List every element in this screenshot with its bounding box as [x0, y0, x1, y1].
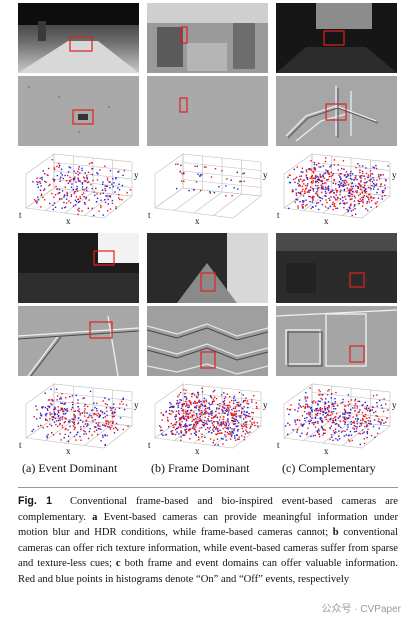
event-plot-b1: t x y [148, 153, 268, 225]
photo-c1 [276, 3, 397, 73]
axis-label-t: t [277, 440, 280, 450]
axis-label-x: x [66, 216, 71, 225]
axis-label-t: t [277, 210, 280, 220]
event-frame-b2 [147, 306, 268, 376]
axis-label-y: y [134, 170, 139, 180]
axis-label-y: y [134, 400, 139, 410]
event-frame-c2 [276, 306, 397, 376]
axis-label-t: t [19, 440, 22, 450]
photo-b2 [147, 233, 268, 303]
event-plot-c1: t x y [277, 153, 397, 225]
axis-label-t: t [19, 210, 22, 220]
event-frame-a1 [18, 76, 139, 146]
event-plot-a1: t x y [19, 153, 139, 225]
photo-a1 [18, 3, 139, 73]
caption-mark-b: b [332, 527, 339, 539]
caption-segment-2: Event-based cameras can provide meaningf… [18, 511, 398, 539]
axis-label-t: t [148, 440, 151, 450]
axis-label-x: x [324, 446, 329, 455]
subcaption-c: (c) Complementary [282, 461, 376, 475]
caption-segment-3: conventional cameras can offer rich text… [18, 527, 398, 570]
axis-label-x: x [195, 446, 200, 455]
event-plot-a2: t x y [19, 383, 139, 455]
axis-label-x: x [324, 216, 329, 225]
axis-label-y: y [263, 170, 268, 180]
event-plot-b2: t x y [148, 383, 268, 455]
photo-b1 [147, 3, 268, 73]
event-frame-c1 [276, 76, 397, 146]
event-frame-b1 [147, 76, 268, 146]
figure-label: Fig. 1 [18, 495, 52, 507]
photo-c2 [276, 233, 397, 303]
axis-label-y: y [263, 400, 268, 410]
caption-segment-4: both frame and event domains can offer v… [18, 558, 398, 585]
caption-mark-c: c [115, 558, 121, 570]
photo-a2 [18, 233, 139, 303]
axis-label-x: x [66, 446, 71, 455]
caption-divider [18, 487, 398, 488]
axis-label-y: y [392, 400, 397, 410]
axis-label-t: t [148, 210, 151, 220]
figure-caption: Fig. 1 Conventional frame-based and bio-… [18, 494, 398, 588]
event-plot-c2: t x y [277, 383, 397, 455]
caption-segment-1: Conventional frame-based and bio-inspire… [18, 496, 398, 523]
caption-mark-a: a [92, 511, 98, 523]
axis-label-y: y [392, 170, 397, 180]
event-frame-a2 [18, 306, 139, 376]
subcaption-a: (a) Event Dominant [22, 461, 118, 475]
subcaption-b: (b) Frame Dominant [151, 461, 250, 475]
watermark: 公众号 · CVPaper [321, 604, 401, 615]
axis-label-x: x [195, 216, 200, 225]
